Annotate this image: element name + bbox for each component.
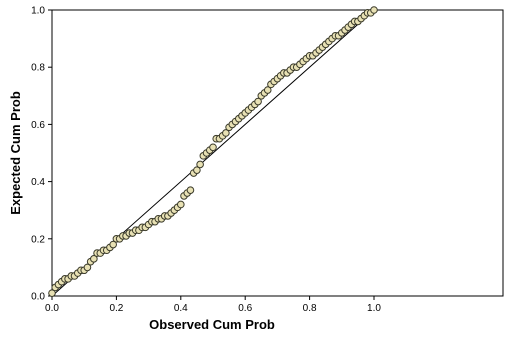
plot-frame bbox=[51, 9, 504, 297]
x-tick-label: 0.8 bbox=[303, 303, 317, 314]
y-tick-label: 0.6 bbox=[31, 120, 45, 131]
x-tick-label: 0.4 bbox=[174, 303, 188, 314]
data-point bbox=[186, 186, 195, 194]
data-point bbox=[209, 143, 217, 152]
data-point bbox=[254, 97, 262, 106]
data-point bbox=[177, 200, 185, 209]
y-axis-title: Expected Cum Prob bbox=[8, 91, 23, 215]
y-tick-label: 1.0 bbox=[31, 6, 45, 17]
y-axis-ticks: 0.0 0.2 0.4 0.6 0.8 1.0 bbox=[31, 6, 52, 303]
y-tick-label: 0.2 bbox=[31, 234, 45, 245]
x-axis-ticks: 0.0 0.2 0.4 0.6 0.8 1.0 bbox=[45, 296, 381, 314]
data-point bbox=[263, 86, 272, 94]
data-point bbox=[48, 289, 56, 297]
data-point bbox=[90, 255, 98, 263]
data-points bbox=[48, 6, 378, 297]
x-tick-label: 0.0 bbox=[45, 303, 59, 314]
data-point bbox=[83, 263, 92, 272]
x-tick-label: 1.0 bbox=[367, 303, 381, 314]
data-point bbox=[193, 166, 201, 174]
data-point bbox=[370, 6, 378, 14]
x-axis-title: Observed Cum Prob bbox=[149, 317, 275, 332]
x-tick-label: 0.2 bbox=[109, 303, 123, 314]
data-point bbox=[196, 160, 204, 169]
y-tick-label: 0.0 bbox=[31, 292, 45, 303]
data-point bbox=[109, 240, 117, 249]
data-point bbox=[222, 129, 230, 137]
y-tick-label: 0.8 bbox=[31, 63, 45, 74]
x-tick-label: 0.6 bbox=[238, 303, 252, 314]
y-tick-label: 0.4 bbox=[31, 177, 45, 188]
